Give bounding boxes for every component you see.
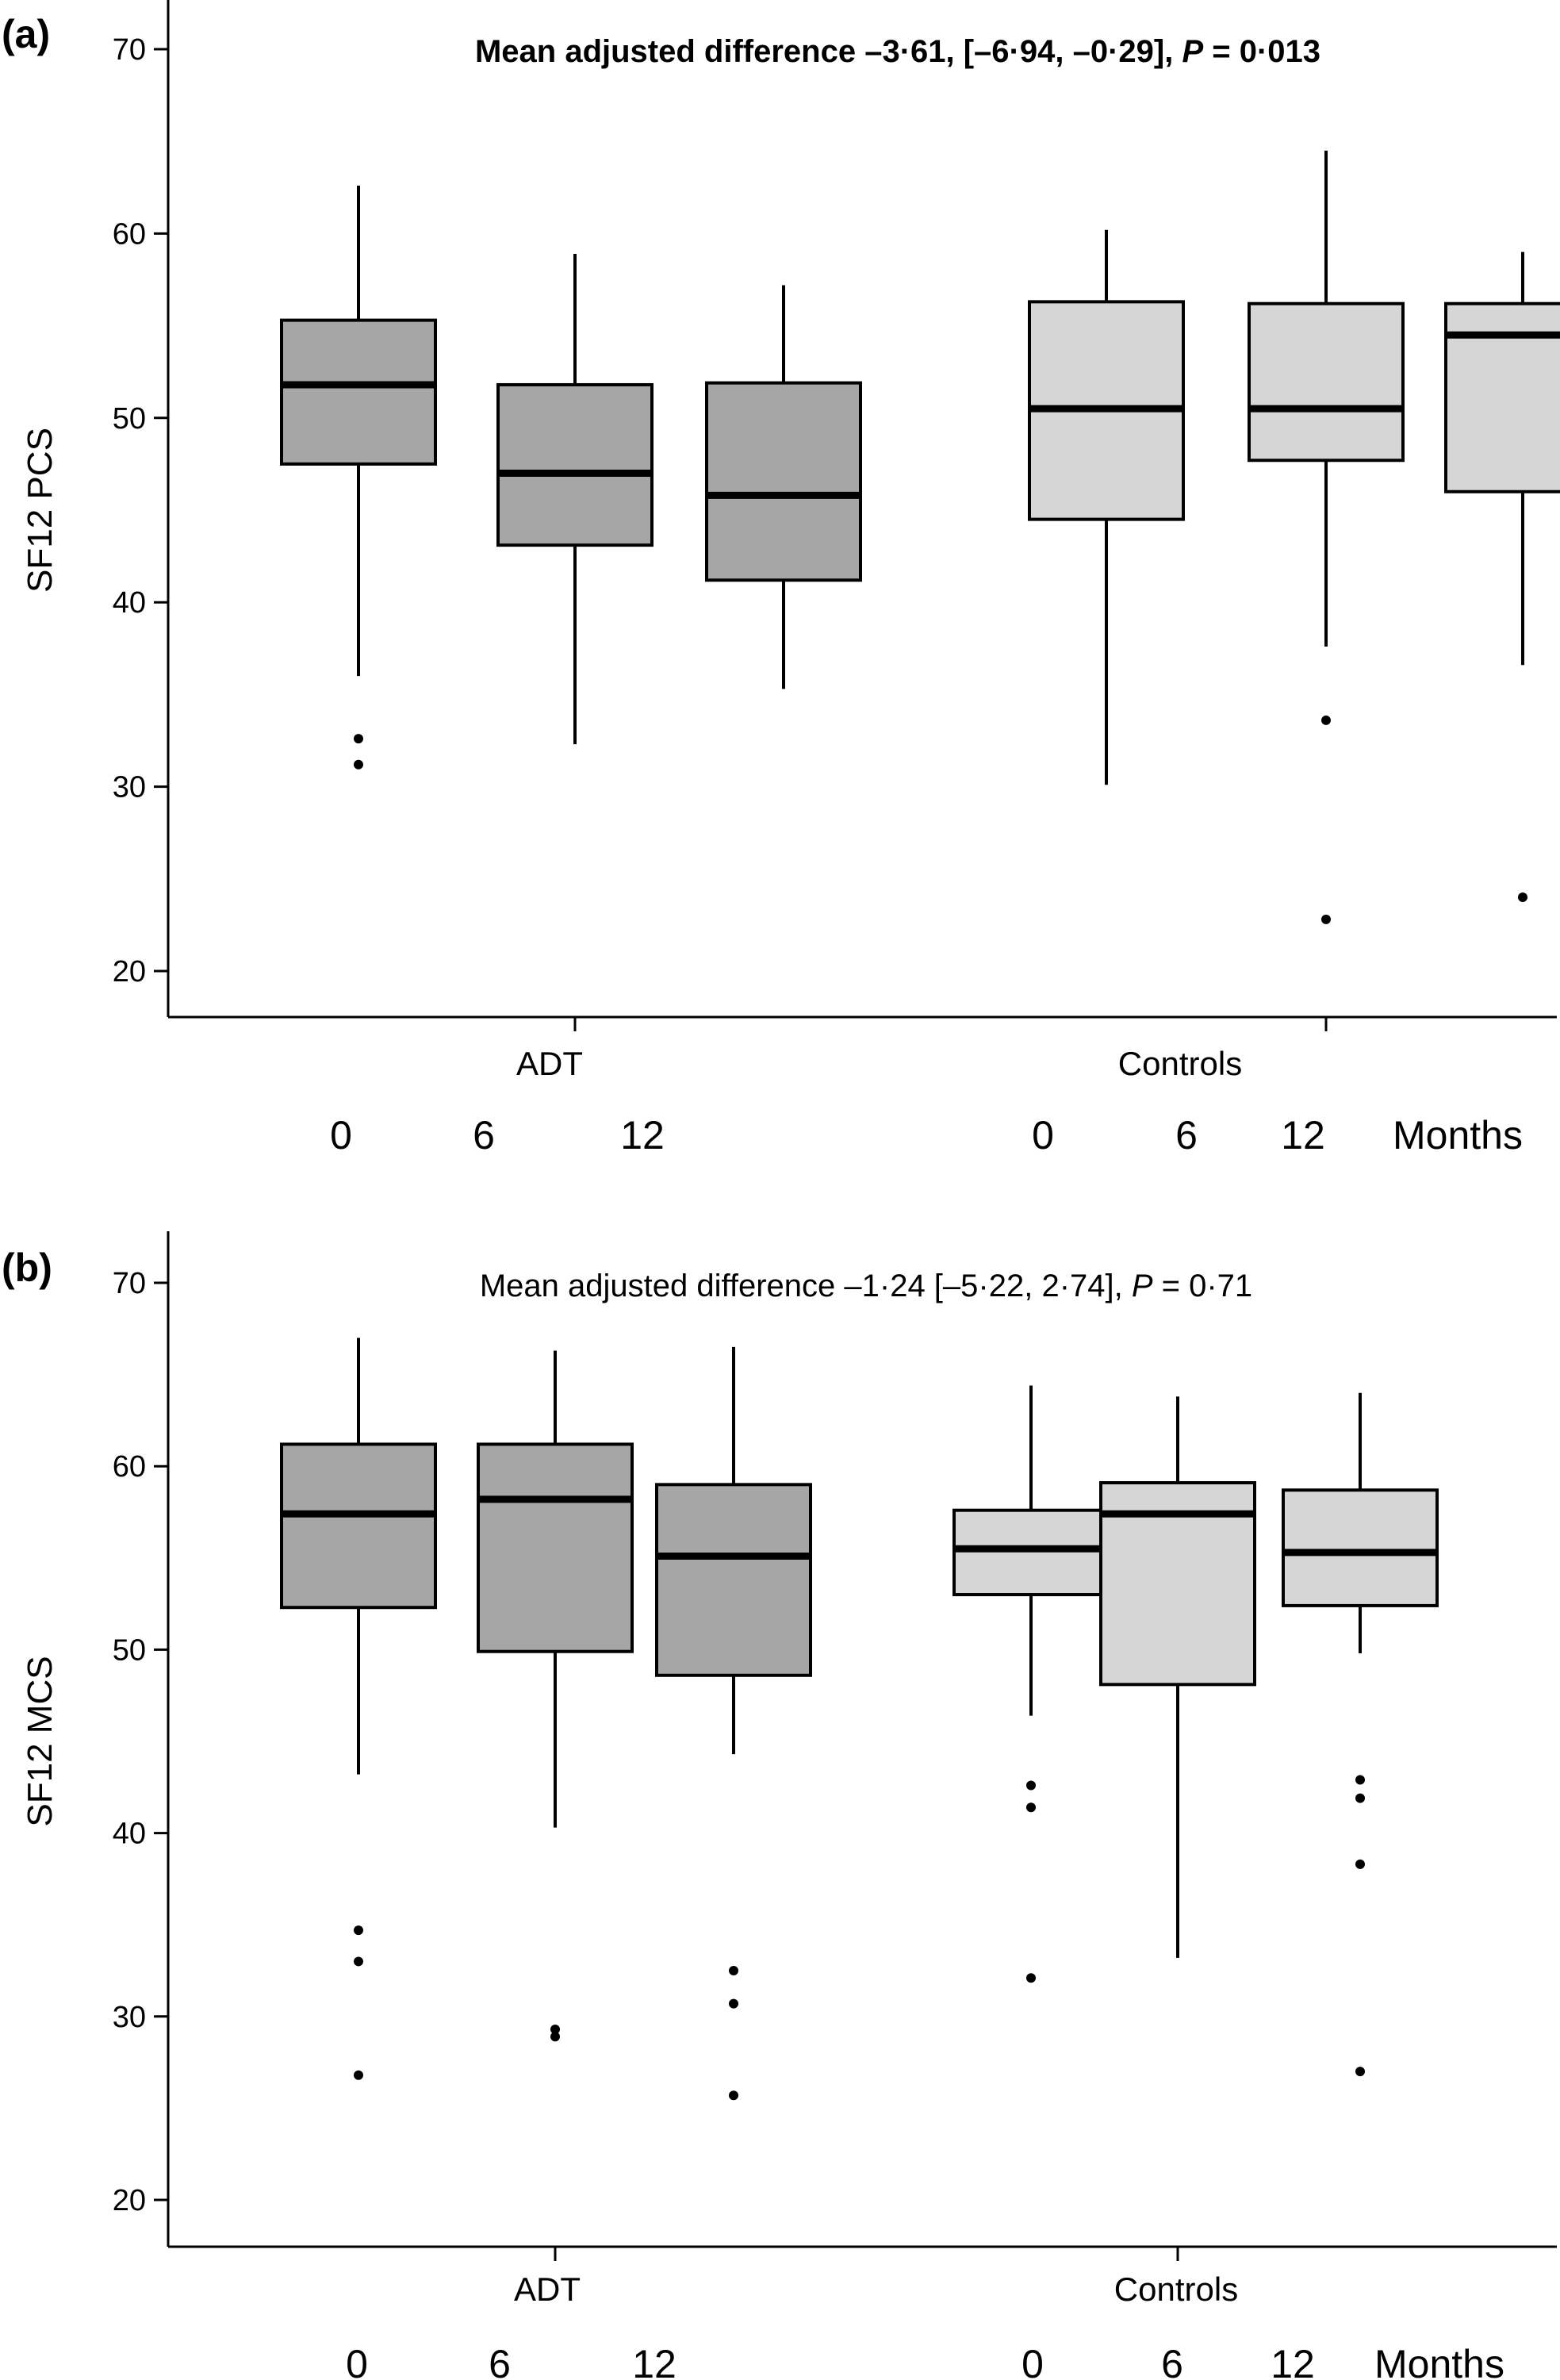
- panel-label: (a): [2, 12, 50, 56]
- group-label-adt: ADT: [514, 2271, 581, 2308]
- outlier-point: [729, 1998, 738, 2009]
- y-tick-label: 60: [113, 1450, 146, 1484]
- outlier-point: [1355, 1859, 1365, 1869]
- box-adt-month-0: [280, 1338, 437, 2080]
- iqr-box: [655, 1483, 812, 1677]
- outlier-point: [1321, 914, 1331, 924]
- box-controls-month-12: [1282, 1392, 1439, 2077]
- panel-a: (a) Mean adjusted difference –3·61, [–6·9…: [2, 0, 1560, 1157]
- box-controls-month-0: [1028, 229, 1185, 785]
- outlier-point: [1518, 892, 1527, 903]
- outlier-point: [1321, 715, 1331, 725]
- outlier-point: [1026, 1802, 1036, 1813]
- outlier-point: [729, 2090, 738, 2101]
- y-tick-label: 30: [113, 2001, 146, 2034]
- month-label: 6: [489, 2342, 511, 2380]
- title-part: = 0·013: [1203, 34, 1320, 69]
- y-tick-label: 20: [113, 2184, 146, 2217]
- months-label: Months: [1393, 1113, 1523, 1157]
- outlier-point: [354, 759, 363, 770]
- box-controls-month-12: [1444, 251, 1560, 903]
- y-tick-label: 30: [113, 771, 146, 804]
- month-label: 12: [1271, 2342, 1315, 2380]
- title-part: Mean adjusted difference –3·61, [–6·94, …: [475, 34, 1182, 69]
- outlier-point: [1355, 1793, 1365, 1803]
- month-label: 12: [632, 2342, 677, 2380]
- chart-title: Mean adjusted difference –3·61, [–6·94, …: [475, 34, 1320, 69]
- iqr-box: [952, 1508, 1110, 1597]
- title-part: Mean adjusted difference –1·24 [–5·22, 2…: [480, 1269, 1132, 1303]
- panel-b: (b) Mean adjusted difference –1·24 [–5·22…: [2, 1231, 1557, 2380]
- month-label: 6: [1161, 2342, 1183, 2380]
- group-label-controls: Controls: [1114, 2271, 1238, 2308]
- box-controls-month-0: [952, 1385, 1110, 1983]
- outlier-point: [354, 1956, 363, 1967]
- group-label-adt: ADT: [516, 1045, 583, 1082]
- outlier-point: [729, 1966, 738, 1975]
- y-tick-label: 50: [113, 402, 146, 436]
- outlier-point: [1355, 2067, 1365, 2077]
- outlier-point: [1026, 1973, 1036, 1983]
- iqr-box: [1248, 301, 1405, 463]
- month-label: 0: [330, 1113, 352, 1157]
- month-label: 0: [1032, 1113, 1054, 1157]
- y-tick-label: 60: [113, 217, 146, 251]
- chart-title: Mean adjusted difference –1·24 [–5·22, 2…: [480, 1269, 1252, 1303]
- panel-label: (b): [2, 1246, 52, 1290]
- box-adt-month-6: [496, 253, 654, 745]
- y-tick-label: 20: [113, 955, 146, 988]
- month-label: 0: [346, 2342, 368, 2380]
- iqr-box: [280, 1442, 437, 1610]
- y-tick-label: 40: [113, 1818, 146, 1851]
- outlier-point: [354, 1925, 363, 1936]
- month-label: 12: [1281, 1113, 1325, 1157]
- month-label: 12: [620, 1113, 665, 1157]
- box-adt-month-0: [280, 185, 437, 770]
- y-tick-label: 70: [113, 1267, 146, 1300]
- y-tick-label: 70: [113, 33, 146, 67]
- box-controls-month-6: [1099, 1396, 1256, 1958]
- months-label: Months: [1374, 2342, 1504, 2380]
- iqr-box: [705, 381, 862, 582]
- outlier-point: [354, 2070, 363, 2080]
- title-part: P: [1132, 1269, 1153, 1303]
- box-adt-month-6: [477, 1350, 634, 2042]
- box-controls-month-6: [1248, 150, 1405, 924]
- box-adt-month-12: [705, 285, 862, 689]
- iqr-box: [280, 318, 437, 466]
- group-label-controls: Controls: [1118, 1045, 1242, 1082]
- outlier-point: [550, 2024, 560, 2034]
- outlier-point: [550, 2032, 560, 2042]
- title-part: = 0·71: [1153, 1269, 1253, 1303]
- y-axis-label: SF12 PCS: [21, 428, 59, 593]
- iqr-box: [496, 382, 654, 547]
- outlier-point: [1355, 1775, 1365, 1785]
- iqr-box: [1282, 1488, 1439, 1607]
- y-tick-label: 40: [113, 586, 146, 620]
- month-label: 0: [1021, 2342, 1044, 2380]
- outlier-point: [354, 734, 363, 744]
- outlier-point: [1026, 1780, 1036, 1791]
- title-part: P: [1182, 34, 1203, 69]
- month-label: 6: [473, 1113, 495, 1157]
- y-tick-label: 50: [113, 1633, 146, 1667]
- y-axis-label: SF12 MCS: [21, 1656, 59, 1826]
- box-adt-month-12: [655, 1346, 812, 2101]
- month-label: 6: [1175, 1113, 1198, 1157]
- iqr-box: [477, 1442, 634, 1653]
